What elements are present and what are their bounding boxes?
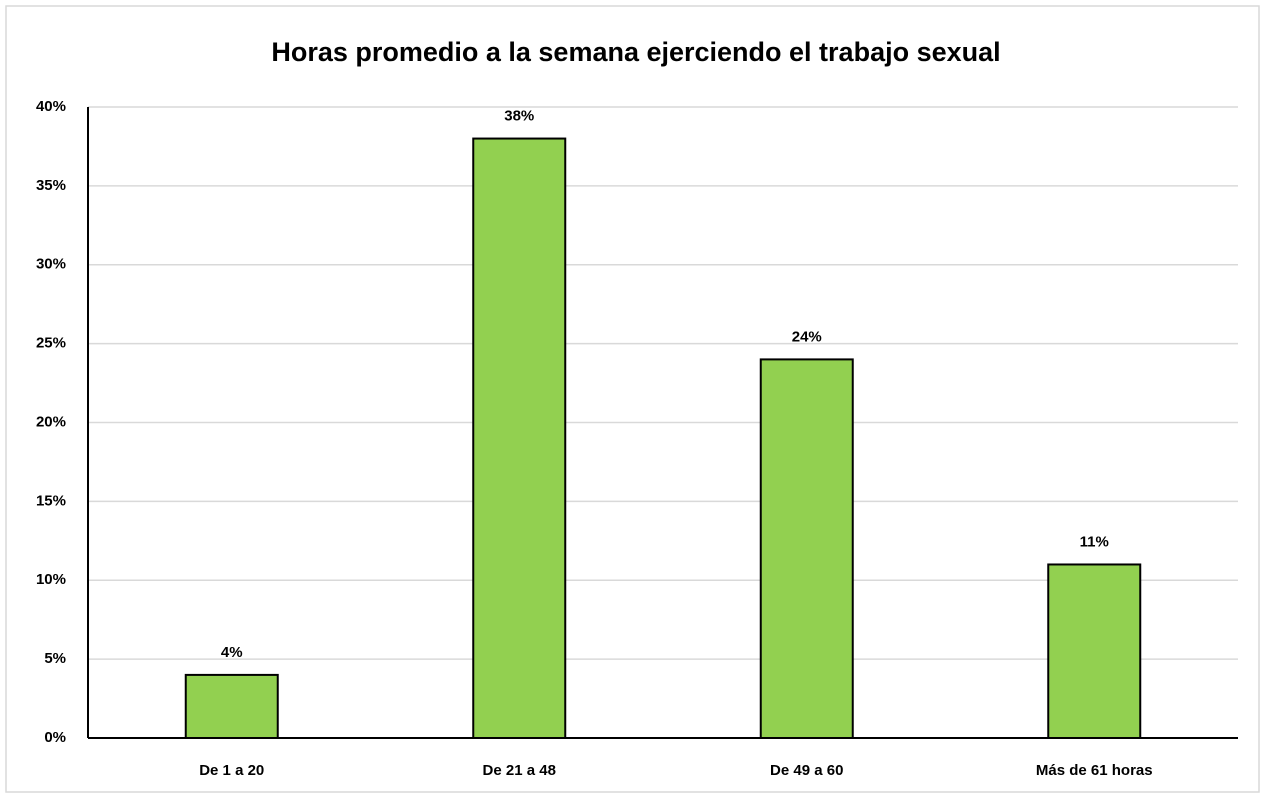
y-tick-label: 20%	[36, 413, 66, 430]
x-tick-label: De 49 a 60	[770, 762, 843, 779]
bar	[1047, 563, 1142, 739]
data-label: 24%	[792, 328, 822, 345]
bar	[759, 358, 854, 739]
y-tick-label: 25%	[36, 335, 66, 352]
bar	[472, 137, 567, 740]
x-tick-label: De 1 a 20	[199, 762, 264, 779]
y-tick-label: 30%	[36, 256, 66, 273]
bar	[184, 673, 279, 740]
y-tick-label: 40%	[36, 98, 66, 115]
data-label: 11%	[1080, 533, 1109, 550]
data-label: 4%	[221, 644, 243, 661]
y-tick-label: 0%	[44, 729, 66, 746]
y-tick-label: 10%	[36, 571, 66, 588]
chart-title: Horas promedio a la semana ejerciendo el…	[271, 37, 1000, 67]
y-tick-label: 5%	[44, 650, 66, 667]
x-tick-label: De 21 a 48	[483, 762, 556, 779]
x-tick-label: Más de 61 horas	[1036, 762, 1153, 779]
y-tick-label: 15%	[36, 492, 66, 509]
y-tick-label: 35%	[36, 177, 66, 194]
data-label: 38%	[504, 108, 534, 125]
